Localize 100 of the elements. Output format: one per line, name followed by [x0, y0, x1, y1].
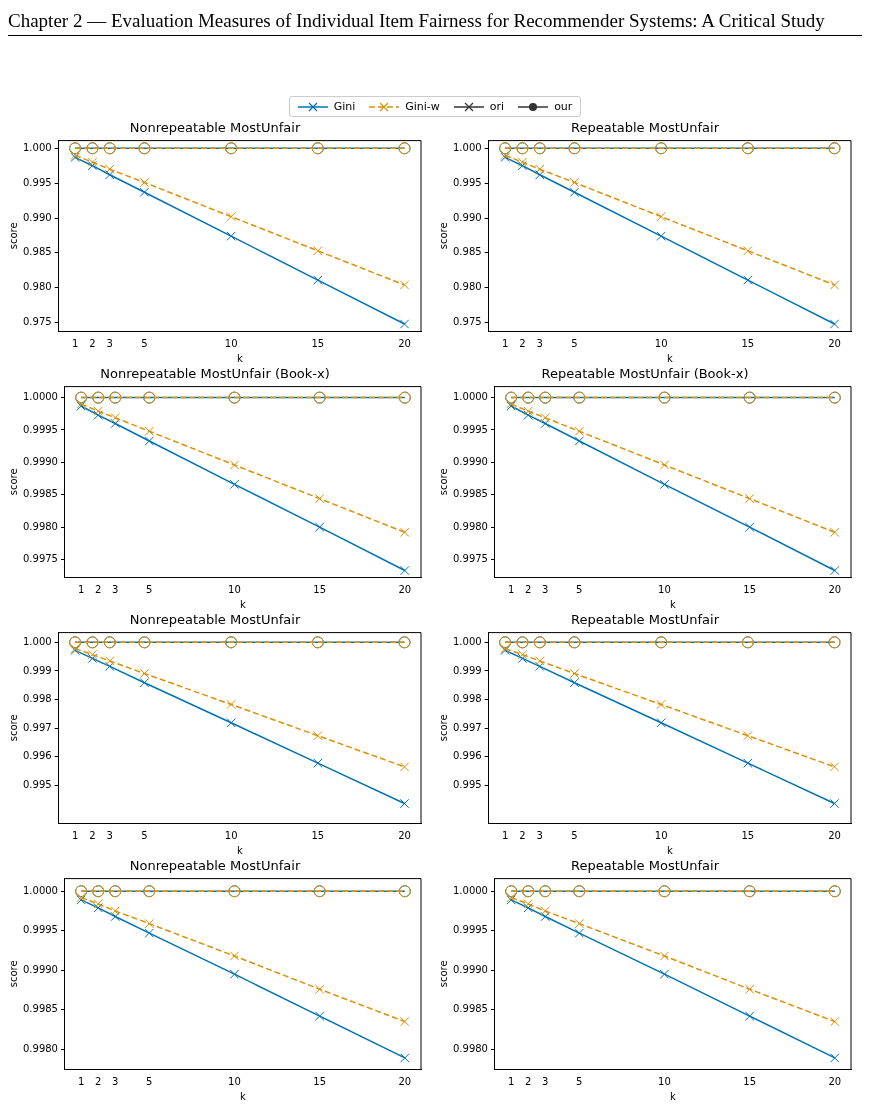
y-tick-label: 0.9980	[22, 520, 58, 532]
chart-title: Nonrepeatable MostUnfair	[129, 120, 301, 136]
legend-label: Gini-w	[404, 100, 440, 113]
y-tick-label: 0.9985	[452, 1003, 488, 1015]
x-tick-label: 20	[828, 829, 841, 841]
x-tick-label: 10	[224, 829, 238, 841]
y-tick-label: 0.9980	[452, 1042, 488, 1054]
y-tick-label: 0.9980	[22, 1042, 58, 1054]
x-tick-label: 5	[576, 1075, 583, 1087]
x-tick-label: 10	[658, 1075, 671, 1087]
x-tick-label: 1	[77, 1075, 85, 1087]
x-axis-title: k	[240, 598, 247, 610]
y-tick-label: 0.980	[452, 281, 482, 293]
x-tick-label: 3	[542, 1075, 549, 1087]
x-tick-label: 10	[224, 337, 238, 349]
legend-label: ori	[488, 100, 505, 113]
x-tick-label: 2	[95, 1075, 102, 1087]
x-tick-label: 3	[106, 337, 113, 349]
x-tick-label: 15	[741, 337, 755, 349]
y-axis-title: score	[437, 960, 449, 988]
y-tick-label: 0.9990	[22, 963, 58, 975]
y-tick-label: 0.996	[22, 750, 52, 762]
y-tick-label: 0.9985	[452, 488, 488, 500]
x-tick-label: 3	[112, 1075, 119, 1087]
y-tick-label: 0.9990	[452, 963, 488, 975]
legend-label: our	[553, 100, 573, 113]
x-axis-title: k	[666, 844, 673, 856]
x-tick-label: 5	[141, 337, 148, 349]
x-tick-label: 3	[542, 583, 549, 595]
y-tick-label: 0.980	[22, 281, 52, 293]
y-tick-label: 0.975	[22, 316, 52, 328]
y-axis-title: score	[7, 222, 19, 250]
y-axis-title: score	[437, 468, 449, 496]
y-axis-title: score	[7, 960, 19, 988]
x-tick-label: 5	[146, 583, 153, 595]
x-axis-title: k	[236, 352, 243, 364]
x-tick-label: 1	[501, 829, 509, 841]
x-axis-title: k	[236, 844, 243, 856]
x-tick-label: 15	[741, 829, 755, 841]
x-tick-label: 20	[398, 583, 412, 595]
y-tick-label: 1.0000	[452, 391, 488, 403]
x-tick-label: 10	[228, 583, 241, 595]
x-tick-label: 15	[313, 583, 327, 595]
chart-title: Repeatable MostUnfair	[570, 120, 720, 136]
x-tick-label: 5	[576, 583, 583, 595]
y-tick-label: 0.996	[452, 750, 482, 762]
x-tick-label: 1	[507, 583, 515, 595]
y-tick-label: 0.999	[22, 664, 52, 676]
x-axis-title: k	[670, 1090, 677, 1102]
y-tick-label: 0.997	[452, 721, 482, 733]
y-tick-label: 0.9975	[452, 553, 488, 565]
y-tick-label: 0.985	[452, 246, 482, 258]
chart-title: Nonrepeatable MostUnfair (Book-x)	[100, 366, 330, 382]
y-axis-title: score	[7, 714, 19, 742]
y-tick-label: 1.000	[452, 635, 482, 647]
y-tick-label: 0.990	[22, 211, 52, 223]
x-tick-label: 1	[507, 1075, 515, 1087]
chart-title: Nonrepeatable MostUnfair	[129, 858, 301, 874]
x-tick-label: 20	[398, 829, 411, 841]
x-tick-label: 3	[106, 829, 113, 841]
y-axis-title: score	[7, 468, 19, 496]
text: Chapter 2 — Evaluation Measures of Individual Item Fairness for Recommender Systems: A Critical Study	[8, 8, 862, 36]
y-tick-label: 0.9995	[22, 924, 58, 936]
y-tick-label: 1.000	[22, 141, 52, 153]
x-tick-label: 20	[828, 1075, 842, 1087]
y-tick-label: 0.990	[452, 211, 482, 223]
y-tick-label: 0.995	[22, 176, 52, 188]
x-tick-label: 10	[654, 337, 668, 349]
x-tick-label: 2	[525, 583, 532, 595]
x-tick-label: 5	[146, 1075, 153, 1087]
chart-title: Repeatable MostUnfair	[570, 612, 720, 628]
x-tick-label: 20	[398, 1075, 412, 1087]
x-tick-label: 10	[228, 1075, 241, 1087]
x-tick-label: 2	[95, 583, 102, 595]
y-tick-label: 1.0000	[22, 884, 58, 896]
y-tick-label: 0.985	[22, 246, 52, 258]
x-tick-label: 2	[519, 337, 526, 349]
y-tick-label: 1.000	[452, 141, 482, 153]
x-tick-label: 5	[571, 337, 578, 349]
x-tick-label: 1	[77, 583, 85, 595]
x-tick-label: 5	[571, 829, 578, 841]
y-tick-label: 1.0000	[452, 884, 488, 896]
x-tick-label: 2	[519, 829, 526, 841]
x-axis-title: k	[666, 352, 673, 364]
y-tick-label: 0.9985	[22, 1003, 58, 1015]
x-tick-label: 1	[71, 337, 79, 349]
y-tick-label: 0.997	[22, 721, 52, 733]
x-tick-label: 2	[89, 337, 96, 349]
x-axis-title: k	[240, 1090, 247, 1102]
x-tick-label: 2	[89, 829, 96, 841]
x-tick-label: 10	[654, 829, 668, 841]
x-tick-label: 15	[313, 1075, 327, 1087]
y-tick-label: 0.9990	[452, 455, 488, 467]
y-axis-title: score	[437, 714, 449, 742]
x-tick-label: 15	[743, 1075, 757, 1087]
x-tick-label: 3	[112, 583, 119, 595]
x-tick-label: 15	[311, 829, 325, 841]
x-tick-label: 5	[141, 829, 148, 841]
y-tick-label: 0.9995	[452, 423, 488, 435]
x-tick-label: 15	[743, 583, 757, 595]
